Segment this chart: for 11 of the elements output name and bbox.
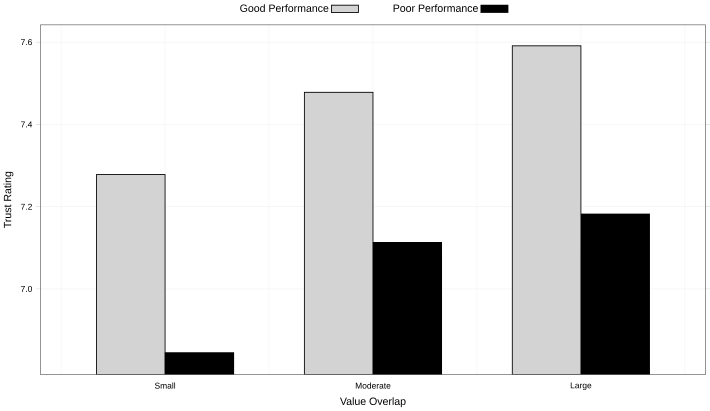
- y-tick-label: 7.4: [21, 122, 32, 128]
- y-tick-label: 7.0: [21, 286, 32, 292]
- y-tick-label: 7.6: [21, 39, 32, 46]
- x-tick-label: Large: [570, 382, 592, 390]
- x-tick-label: Small: [154, 382, 176, 389]
- x-axis-title: Value Overlap: [340, 397, 406, 408]
- legend-label: Poor Performance: [394, 4, 478, 12]
- y-axis-title: Trust Rating: [4, 172, 14, 228]
- legend-label: Good Performance: [240, 4, 328, 12]
- x-tick-label: Moderate: [356, 382, 390, 389]
- y-tick-label: 7.2: [21, 204, 32, 210]
